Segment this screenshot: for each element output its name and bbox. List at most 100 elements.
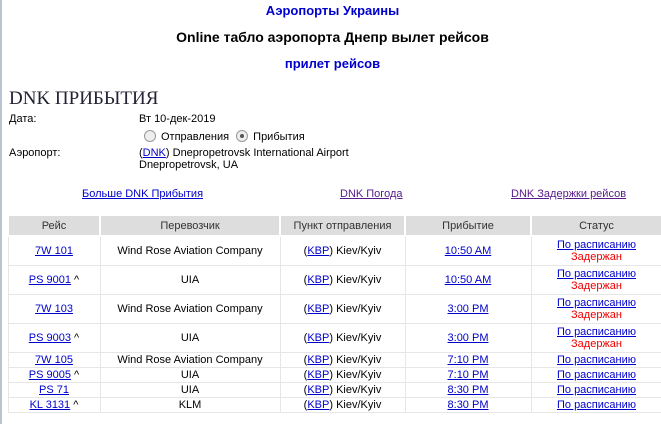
flight-link[interactable]: 7W 101: [35, 245, 73, 257]
delay-status: Задержан: [571, 280, 622, 292]
direction-radios: Отправления Прибытия: [144, 130, 305, 143]
delay-status: Задержан: [571, 338, 622, 350]
status-link[interactable]: По расписанию: [556, 268, 636, 280]
more-arrivals-link[interactable]: Больше DNK Прибытия: [82, 188, 204, 200]
status-link[interactable]: По расписанию: [556, 399, 636, 411]
status-cell: По расписанию Задержан: [530, 294, 661, 324]
arrivals-link[interactable]: прилет рейсов: [284, 56, 381, 71]
origin-city: ) Kiev/Kyiv: [329, 303, 382, 315]
col-status: Статус: [530, 214, 661, 237]
flight-link[interactable]: 7W 103: [35, 303, 73, 315]
airport-label: Аэропорт:: [9, 147, 61, 159]
radio-departures-label[interactable]: Отправления: [161, 131, 230, 143]
table-row: 7W 101 Wind Rose Aviation Company (KBP) …: [7, 235, 661, 266]
status-cell: По расписанию: [530, 352, 661, 368]
origin-city: ) Kiev/Kyiv: [329, 399, 382, 411]
table-row: PS 9005 ^ UIA (KBP) Kiev/Kyiv 7:10 PM По…: [7, 367, 661, 383]
carrier-cell: UIA: [99, 265, 281, 295]
flight-cell: KL 3131 ^: [7, 397, 101, 413]
carrier-cell: KLM: [99, 397, 281, 413]
arrivals-table: Рейс Перевозчик Пункт отправления Прибыт…: [7, 214, 661, 413]
origin-cell: (KBP) Kiev/Kyiv: [279, 265, 406, 295]
status-link[interactable]: По расписанию: [556, 369, 636, 381]
origin-code-link[interactable]: KBP: [307, 245, 330, 257]
origin-cell: (KBP) Kiev/Kyiv: [279, 294, 406, 324]
airport-name: ) Dnepropetrovsk International Airport: [165, 147, 349, 159]
flight-link[interactable]: KL 3131: [29, 399, 71, 411]
arrival-time-link[interactable]: 8:30 PM: [447, 399, 489, 411]
codeshare-mark: ^: [74, 274, 80, 286]
arrival-time-link[interactable]: 3:00 PM: [447, 303, 489, 315]
arrival-time-link[interactable]: 10:50 AM: [444, 245, 492, 257]
arrival-time-link[interactable]: 3:00 PM: [447, 332, 489, 344]
origin-code-link[interactable]: KBP: [307, 384, 330, 396]
arrival-cell: 7:10 PM: [404, 352, 532, 368]
flight-cell: PS 9001 ^: [7, 265, 101, 295]
flight-link[interactable]: PS 71: [39, 384, 69, 396]
flight-link[interactable]: PS 9001: [28, 274, 71, 286]
codeshare-mark: ^: [74, 332, 80, 344]
origin-code-link[interactable]: KBP: [307, 399, 330, 411]
col-carrier: Перевозчик: [99, 214, 281, 237]
col-origin: Пункт отправления: [279, 214, 406, 237]
airport-code-link[interactable]: DNK: [142, 147, 166, 159]
arrival-cell: 8:30 PM: [404, 382, 532, 398]
status-cell: По расписанию: [530, 397, 661, 413]
status-cell: По расписанию Задержан: [530, 323, 661, 353]
carrier-cell: Wind Rose Aviation Company: [99, 352, 281, 368]
status-link[interactable]: По расписанию: [556, 384, 636, 396]
flight-link[interactable]: PS 9003: [28, 332, 71, 344]
flight-cell: 7W 103: [7, 294, 101, 324]
origin-city: ) Kiev/Kyiv: [329, 332, 382, 344]
origin-cell: (KBP) Kiev/Kyiv: [279, 352, 406, 368]
delays-link[interactable]: DNK Задержки рейсов: [511, 188, 627, 200]
weather-link[interactable]: DNK Погода: [340, 188, 403, 200]
table-row: KL 3131 ^ KLM (KBP) Kiev/Kyiv 8:30 PM По…: [7, 397, 661, 413]
status-link[interactable]: По расписанию: [556, 326, 636, 338]
page-title: DNK ПРИБЫТИЯ: [9, 88, 159, 109]
arrival-time-link[interactable]: 7:10 PM: [447, 369, 489, 381]
codeshare-mark: ^: [74, 369, 80, 381]
status-link[interactable]: По расписанию: [556, 239, 636, 251]
arrival-cell: 3:00 PM: [404, 323, 532, 353]
origin-cell: (KBP) Kiev/Kyiv: [279, 397, 406, 413]
status-link[interactable]: По расписанию: [556, 354, 636, 366]
status-cell: По расписанию: [530, 382, 661, 398]
flight-link[interactable]: PS 9005: [28, 369, 71, 381]
arrival-cell: 10:50 AM: [404, 235, 532, 266]
delay-status: Задержан: [571, 309, 622, 321]
table-row: PS 9003 ^ UIA (KBP) Kiev/Kyiv 3:00 PM По…: [7, 323, 661, 353]
origin-code-link[interactable]: KBP: [307, 332, 330, 344]
origin-city: ) Kiev/Kyiv: [329, 274, 382, 286]
origin-code-link[interactable]: KBP: [307, 369, 330, 381]
flight-link[interactable]: 7W 105: [35, 354, 73, 366]
origin-cell: (KBP) Kiev/Kyiv: [279, 382, 406, 398]
radio-departures[interactable]: [144, 130, 156, 142]
origin-code-link[interactable]: KBP: [307, 274, 330, 286]
status-cell: По расписанию Задержан: [530, 265, 661, 295]
flight-cell: 7W 101: [7, 235, 101, 266]
origin-code-link[interactable]: KBP: [307, 354, 330, 366]
origin-cell: (KBP) Kiev/Kyiv: [279, 235, 406, 266]
site-link[interactable]: Аэропорты Украины: [265, 3, 400, 18]
origin-code-link[interactable]: KBP: [307, 303, 330, 315]
airport-city: Dnepropetrovsk, UA: [139, 159, 239, 171]
radio-arrivals-label[interactable]: Прибытия: [253, 131, 305, 143]
radio-arrivals[interactable]: [236, 130, 249, 142]
arrival-time-link[interactable]: 8:30 PM: [447, 384, 489, 396]
arrival-cell: 10:50 AM: [404, 265, 532, 295]
origin-city: ) Kiev/Kyiv: [329, 245, 382, 257]
col-flight: Рейс: [7, 214, 101, 237]
arrival-time-link[interactable]: 10:50 AM: [444, 274, 492, 286]
flight-cell: PS 71: [7, 382, 101, 398]
origin-city: ) Kiev/Kyiv: [329, 384, 382, 396]
page-heading: Online табло аэропорта Днепр вылет рейсо…: [176, 29, 489, 45]
arrival-time-link[interactable]: 7:10 PM: [447, 354, 489, 366]
origin-city: ) Kiev/Kyiv: [329, 369, 382, 381]
table-row: 7W 105 Wind Rose Aviation Company (KBP) …: [7, 352, 661, 368]
flight-cell: PS 9003 ^: [7, 323, 101, 353]
status-link[interactable]: По расписанию: [556, 297, 636, 309]
carrier-cell: UIA: [99, 367, 281, 383]
table-row: PS 71 UIA (KBP) Kiev/Kyiv 8:30 PM По рас…: [7, 382, 661, 398]
date-label: Дата:: [9, 113, 37, 125]
